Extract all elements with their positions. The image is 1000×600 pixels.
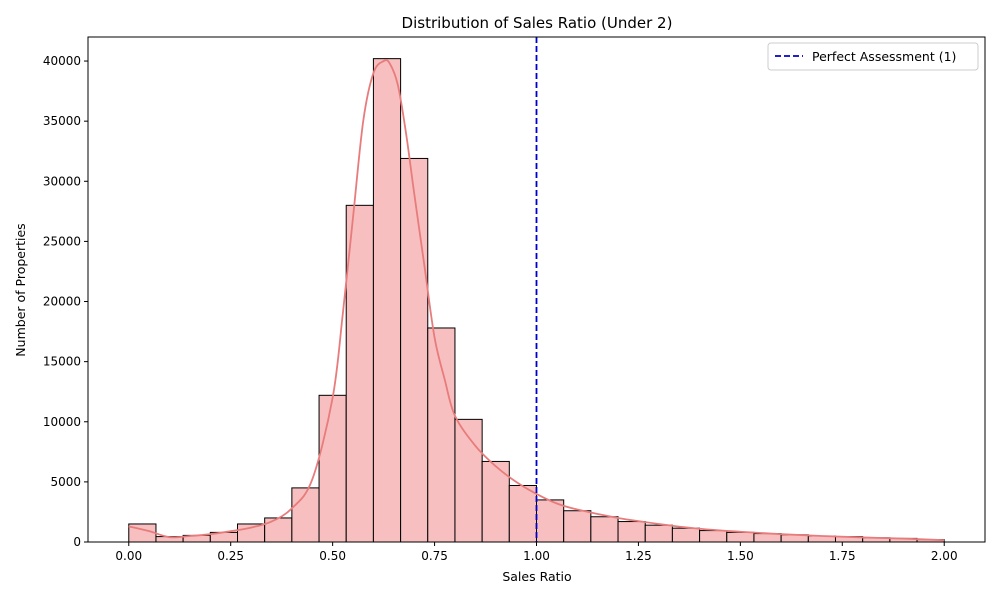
histogram-bar (644, 524, 673, 543)
y-tick-label: 5000 (50, 475, 81, 489)
histogram-bar (753, 533, 782, 543)
histogram-bar (264, 517, 293, 543)
histogram-bar (318, 394, 347, 543)
histogram-bar (617, 521, 646, 543)
y-axis-ticks: 0 5000 10000 15000 20000 25000 30000 35000 40000 (43, 54, 88, 549)
histogram-bar (590, 516, 619, 543)
x-tick-label: 0.25 (217, 549, 244, 563)
histogram-bar (400, 157, 429, 543)
histogram-bar (291, 487, 320, 543)
x-tick-label: 0.75 (421, 549, 448, 563)
y-tick-label: 0 (73, 535, 81, 549)
histogram-bar (372, 58, 402, 543)
legend-box (767, 42, 979, 71)
x-axis-label: Sales Ratio (502, 569, 571, 584)
x-tick-label: 2.00 (931, 549, 958, 563)
y-tick-label: 30000 (43, 174, 81, 188)
plot-frame (87, 36, 986, 543)
chart-title: Distribution of Sales Ratio (Under 2) (402, 14, 673, 32)
kde-curve (128, 59, 945, 542)
histogram-bar (726, 531, 755, 543)
histogram-bar (481, 460, 510, 543)
histogram-bars (128, 58, 945, 543)
x-tick-label: 1.25 (625, 549, 652, 563)
x-tick-label: 1.00 (523, 549, 550, 563)
x-tick-label: 0.00 (115, 549, 142, 563)
histogram-bar (563, 510, 592, 543)
y-tick-label: 10000 (43, 415, 81, 429)
y-tick-label: 15000 (43, 355, 81, 369)
y-axis-label: Number of Properties (13, 223, 28, 356)
y-tick-label: 25000 (43, 234, 81, 248)
x-axis-ticks: 0.00 0.25 0.50 0.75 1.00 1.25 1.50 1.75 2.00 (115, 542, 958, 563)
x-tick-label: 1.75 (829, 549, 856, 563)
legend: Perfect Assessment (1) (767, 42, 979, 71)
histogram-bar (427, 327, 456, 543)
histogram-bar (671, 527, 701, 543)
histogram-bar (699, 530, 728, 543)
y-tick-label: 35000 (43, 114, 81, 128)
legend-entry-perfect-assessment: Perfect Assessment (1) (812, 49, 956, 64)
x-tick-label: 0.50 (319, 549, 346, 563)
y-tick-label: 40000 (43, 54, 81, 68)
y-tick-label: 20000 (43, 295, 81, 309)
histogram-bar (536, 499, 565, 543)
histogram-bar (508, 484, 538, 543)
x-tick-label: 1.50 (727, 549, 754, 563)
histogram-bar (345, 204, 374, 543)
